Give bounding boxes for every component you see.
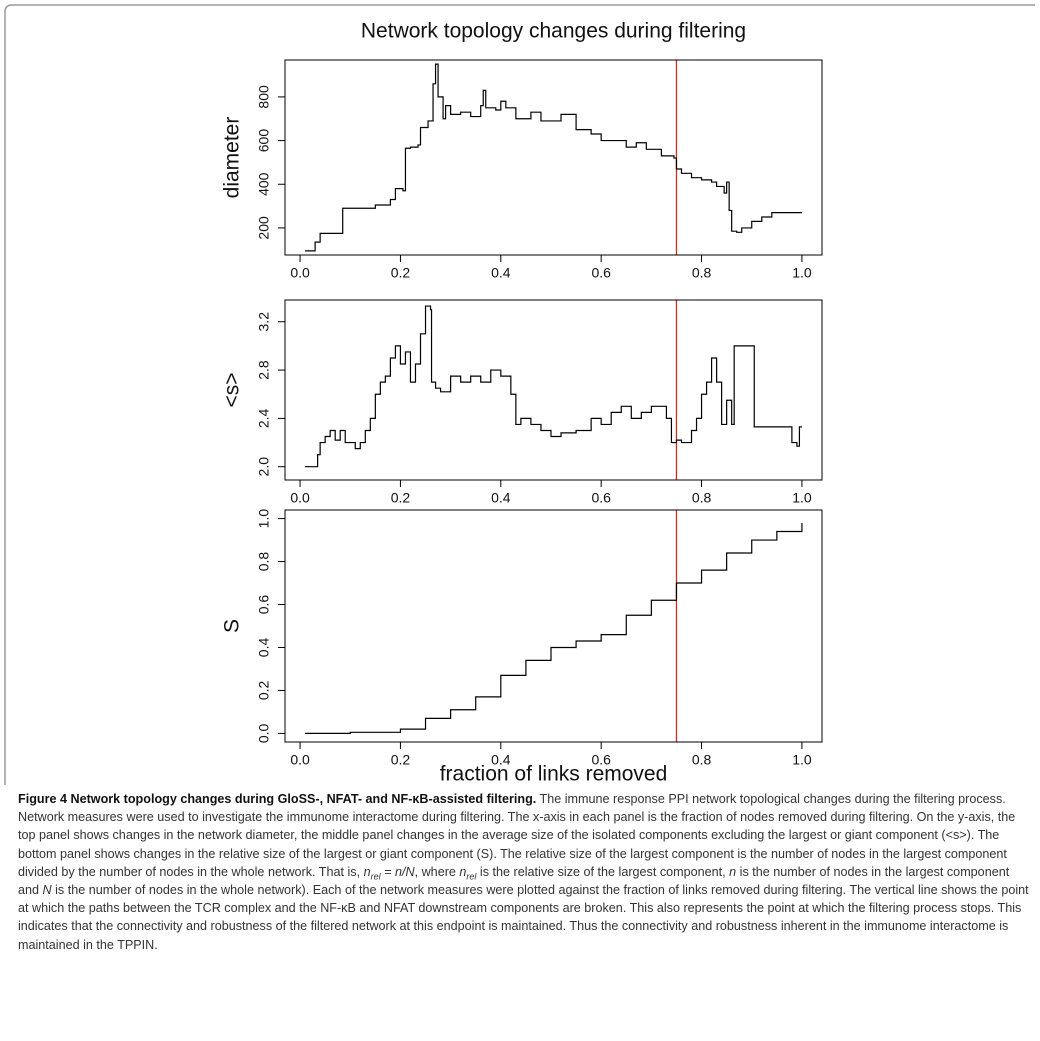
- x-tick-label: 0.6: [591, 752, 611, 768]
- y-tick-label: 0.4: [256, 638, 272, 658]
- y-tick-label: 800: [256, 85, 272, 109]
- x-tick-label: 0.2: [391, 490, 411, 506]
- y-axis-label: <s>: [221, 372, 244, 407]
- data-line: [305, 63, 802, 252]
- caption-segment: rel: [466, 871, 477, 882]
- caption-segment: Figure 4 Network topology changes during…: [18, 792, 537, 806]
- caption-segment: is the number of nodes in the whole netw…: [18, 883, 1029, 952]
- caption-segment: N: [42, 883, 52, 898]
- y-tick-label: 3.2: [256, 312, 272, 332]
- x-tick-label: 0.8: [692, 752, 712, 768]
- x-tick-label: 0.6: [591, 490, 611, 506]
- x-tick-label: 0.8: [692, 490, 712, 506]
- y-tick-label: 2.0: [256, 457, 272, 477]
- x-tick-label: 1.0: [792, 752, 812, 768]
- y-axis-label: S: [221, 619, 244, 633]
- charts: Network topology changes during filterin…: [4, 4, 1035, 785]
- y-tick-label: 0.2: [256, 681, 272, 701]
- x-tick-label: 0.4: [491, 265, 511, 281]
- y-tick-label: 600: [256, 129, 272, 153]
- data-line: [305, 305, 802, 468]
- x-tick-label: 0.6: [591, 265, 611, 281]
- y-tick-label: 0.8: [256, 552, 272, 572]
- caption-segment: rel: [370, 871, 381, 882]
- caption-segment: = n/N: [380, 864, 415, 879]
- y-tick-label: 2.8: [256, 360, 272, 380]
- x-tick-label: 0.8: [692, 265, 712, 281]
- caption-segment: n: [363, 864, 371, 879]
- x-tick-label: 1.0: [792, 490, 812, 506]
- frame: [4, 4, 1035, 785]
- x-tick-label: 0.4: [491, 752, 511, 768]
- caption-segment: , where: [414, 864, 460, 879]
- x-axis-label: fraction of links removed: [440, 763, 668, 785]
- x-tick-label: 0.4: [491, 490, 511, 506]
- caption-segment: is the relative size of the largest comp…: [476, 864, 730, 879]
- y-tick-label: 1.0: [256, 509, 272, 529]
- plot-box: [284, 509, 823, 743]
- x-tick-label: 0.2: [391, 265, 411, 281]
- plot-box: [284, 299, 823, 481]
- y-tick-label: 200: [256, 216, 272, 240]
- caption-segment: n: [729, 864, 737, 879]
- x-tick-label: 0.0: [290, 490, 310, 506]
- y-tick-label: 2.4: [256, 408, 272, 428]
- x-tick-label: 0.0: [290, 752, 310, 768]
- data-line: [305, 522, 803, 735]
- caption: Figure 4 Network topology changes during…: [18, 790, 1030, 954]
- x-tick-label: 1.0: [792, 265, 812, 281]
- caption-segment: The immune response PPI network topologi…: [18, 792, 1016, 879]
- y-tick-label: 400: [256, 172, 272, 196]
- caption-segment: n: [459, 864, 467, 879]
- plot-box: [284, 59, 823, 256]
- x-tick-label: 0.0: [290, 265, 310, 281]
- chart-title: Network topology changes during filterin…: [361, 20, 746, 43]
- y-tick-label: 0.6: [256, 595, 272, 615]
- x-tick-label: 0.2: [391, 752, 411, 768]
- y-axis-label: diameter: [221, 117, 244, 199]
- y-tick-label: 0.0: [256, 723, 272, 743]
- caption-segment: is the number of nodes in the largest co…: [18, 864, 1010, 898]
